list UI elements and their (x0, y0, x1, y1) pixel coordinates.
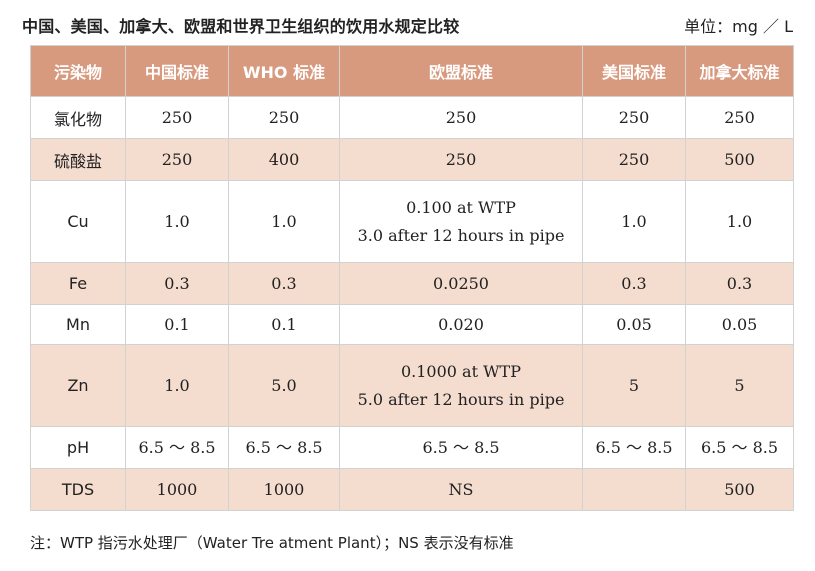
row-label: 氯化物 (30, 96, 126, 139)
table-cell: 1.0 (685, 180, 794, 263)
table-cell (582, 468, 686, 511)
title-row: 中国、美国、加拿大、欧盟和世界卫生组织的饮用水规定比较 单位：mg ／ L (22, 10, 793, 40)
table-row: pH 6.5 ～ 8.5 6.5 ～ 8.5 6.5 ～ 8.5 6.5 ～ 8.5 6.… (30, 426, 794, 469)
unit-label: 单位：mg ／ L (684, 17, 793, 36)
table-cell: 6.5 ～ 8.5 (125, 426, 229, 469)
table-cell: 6.5 ～ 8.5 (685, 426, 794, 469)
table-cell: 5 (582, 344, 686, 427)
table-cell: 6.5 ～ 8.5 (339, 426, 583, 469)
table-cell: 0.3 (125, 262, 229, 305)
table-cell: 1.0 (125, 180, 229, 263)
table-row: Fe 0.3 0.3 0.0250 0.3 0.3 (30, 262, 794, 305)
row-label: Zn (30, 344, 126, 427)
table-cell: 5 (685, 344, 794, 427)
table-cell: 0.1 (228, 304, 340, 345)
table-header-row: 污染物 中国标准 WHO 标准 欧盟标准 美国标准 加拿大标准 (30, 45, 794, 97)
table-cell: 6.5 ～ 8.5 (228, 426, 340, 469)
row-label: pH (30, 426, 126, 469)
table-cell: NS (339, 468, 583, 511)
table-cell: 250 (582, 96, 686, 139)
table-cell: 0.3 (228, 262, 340, 305)
table-cell: 400 (228, 138, 340, 181)
table-cell: 0.05 (582, 304, 686, 345)
table-cell: 250 (339, 96, 583, 139)
table-cell: 0.100 at WTP 3.0 after 12 hours in pipe (339, 180, 583, 263)
table-cell: 250 (685, 96, 794, 139)
table-body: 氯化物 250 250 250 250 250 硫酸盐 250 400 250 250 500 Cu 1.… (30, 96, 794, 511)
header-canada: 加拿大标准 (685, 45, 794, 97)
table-cell: 1.0 (125, 344, 229, 427)
footnote: 注：WTP 指污水处理厂（Water Tre atment Plant）；NS … (30, 534, 514, 552)
table-cell: 0.1 (125, 304, 229, 345)
table-cell: 6.5 ～ 8.5 (582, 426, 686, 469)
table-cell: 5.0 (228, 344, 340, 427)
table-cell: 0.3 (582, 262, 686, 305)
table-cell: 0.1000 at WTP 5.0 after 12 hours in pipe (339, 344, 583, 427)
table-row: Zn 1.0 5.0 0.1000 at WTP 5.0 after 12 hours … (30, 344, 794, 427)
table-cell: 250 (125, 138, 229, 181)
header-who: WHO 标准 (228, 45, 340, 97)
table-cell: 250 (339, 138, 583, 181)
header-pollutant: 污染物 (30, 45, 126, 97)
row-label: Fe (30, 262, 126, 305)
row-label: TDS (30, 468, 126, 511)
table-row: Cu 1.0 1.0 0.100 at WTP 3.0 after 12 hours i… (30, 180, 794, 263)
table-row: 硫酸盐 250 400 250 250 500 (30, 138, 794, 181)
table-cell: 0.05 (685, 304, 794, 345)
row-label: 硫酸盐 (30, 138, 126, 181)
table-cell: 0.020 (339, 304, 583, 345)
table-cell: 0.0250 (339, 262, 583, 305)
header-eu: 欧盟标准 (339, 45, 583, 97)
table-cell: 1.0 (228, 180, 340, 263)
row-label: Mn (30, 304, 126, 345)
table-cell: 250 (228, 96, 340, 139)
table-cell: 250 (582, 138, 686, 181)
table-cell: 1000 (228, 468, 340, 511)
row-label: Cu (30, 180, 126, 263)
table-cell: 500 (685, 468, 794, 511)
table-row: Mn 0.1 0.1 0.020 0.05 0.05 (30, 304, 794, 345)
header-usa: 美国标准 (582, 45, 686, 97)
table-cell: 250 (125, 96, 229, 139)
page-title: 中国、美国、加拿大、欧盟和世界卫生组织的饮用水规定比较 (22, 17, 460, 36)
table-cell: 500 (685, 138, 794, 181)
table-cell: 1.0 (582, 180, 686, 263)
table-cell: 1000 (125, 468, 229, 511)
table-cell: 0.3 (685, 262, 794, 305)
header-china: 中国标准 (125, 45, 229, 97)
table-row: TDS 1000 1000 NS 500 (30, 468, 794, 511)
comparison-table: 污染物 中国标准 WHO 标准 欧盟标准 美国标准 加拿大标准 氯化物 250 25… (30, 45, 794, 511)
table-row: 氯化物 250 250 250 250 250 (30, 96, 794, 139)
